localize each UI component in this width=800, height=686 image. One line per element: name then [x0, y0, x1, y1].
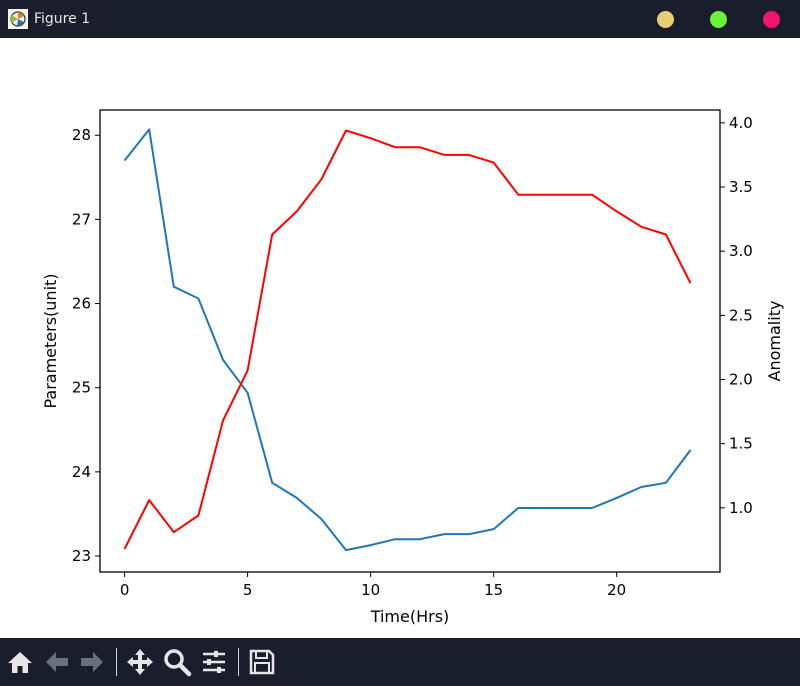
toolbar-separator — [116, 648, 117, 676]
line-chart: 0 5 10 15 20 23 24 25 26 27 28 1.0 1.5 2.0 2.5 3.0 3.5 4.… — [41, 109, 784, 626]
y-tick-label-right: 4.0 — [729, 114, 753, 132]
pan-icon[interactable] — [125, 647, 155, 677]
y-tick-label-right: 1.5 — [729, 435, 753, 453]
x-tick-label: 0 — [120, 581, 130, 599]
y-tick-label-left: 27 — [72, 210, 91, 228]
matplotlib-icon — [8, 9, 28, 29]
y-tick-label-left: 23 — [72, 547, 91, 565]
series-line-right — [123, 129, 692, 550]
axes-frame — [99, 109, 721, 573]
y-tick-label-right: 2.0 — [729, 371, 753, 389]
figure-canvas[interactable]: 0 5 10 15 20 23 24 25 26 27 28 1.0 1.5 2.0 2.5 3.0 3.5 4.… — [0, 38, 800, 638]
x-axis-label: Time(Hrs) — [370, 607, 450, 626]
y-tick-label-left: 25 — [72, 379, 91, 397]
y-tick-label-right: 3.0 — [729, 242, 753, 260]
y-axis-label-left: Parameters(unit) — [41, 273, 60, 408]
save-icon[interactable] — [247, 647, 277, 677]
y-tick-label-right: 3.5 — [729, 178, 753, 196]
y-tick-label-right: 2.5 — [729, 306, 753, 324]
x-tick-label: 5 — [243, 581, 253, 599]
navigation-toolbar — [0, 638, 800, 686]
x-tick-label: 10 — [361, 581, 380, 599]
title-bar: Figure 1 — [0, 0, 800, 38]
configure-subplots-icon[interactable] — [199, 647, 229, 677]
x-tick-label: 15 — [484, 581, 503, 599]
series-line-left — [123, 128, 692, 552]
y-tick-label-right: 1.0 — [729, 499, 753, 517]
y-tick-label-left: 26 — [72, 295, 91, 313]
maximize-button[interactable] — [710, 11, 727, 28]
home-icon[interactable] — [5, 647, 35, 677]
minimize-button[interactable] — [657, 11, 674, 28]
back-icon[interactable] — [42, 647, 72, 677]
x-tick-label: 20 — [607, 581, 626, 599]
zoom-icon[interactable] — [162, 647, 192, 677]
y-tick-label-left: 28 — [72, 126, 91, 144]
y-axis-label-right: Anomality — [765, 301, 784, 382]
forward-icon[interactable] — [77, 647, 107, 677]
y-tick-label-left: 24 — [72, 463, 91, 481]
close-button[interactable] — [763, 11, 780, 28]
window-title: Figure 1 — [34, 11, 91, 27]
toolbar-separator — [238, 648, 239, 676]
